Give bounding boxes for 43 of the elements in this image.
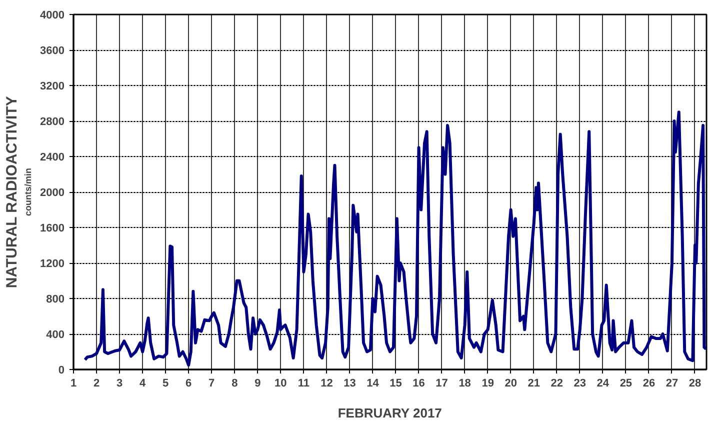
y-tick-label: 2000 xyxy=(40,187,65,199)
x-tick-label: 14 xyxy=(366,378,380,390)
x-tick-label: 23 xyxy=(574,378,586,390)
x-tick-label: 22 xyxy=(550,378,564,390)
y-axis-title: NATURAL RADIOACTIVITY xyxy=(4,96,20,288)
y-tick-label: 3600 xyxy=(40,45,65,57)
x-tick-label: 1 xyxy=(70,378,77,390)
x-tick-label: 28 xyxy=(688,378,702,390)
y-tick-label: 400 xyxy=(46,329,65,341)
x-tick-label: 13 xyxy=(344,378,356,390)
x-tick-label: 5 xyxy=(162,378,169,390)
text: counts/min xyxy=(23,168,34,216)
line-series xyxy=(84,110,706,367)
x-tick-label: 12 xyxy=(320,378,333,390)
y-tick-label: 2400 xyxy=(40,152,65,164)
x-tick-label: 16 xyxy=(412,378,425,390)
x-tick-label: 2 xyxy=(93,378,100,390)
x-tick-label: 18 xyxy=(458,378,471,390)
x-tick-label: 3 xyxy=(116,378,123,390)
x-tick-label: 17 xyxy=(436,378,448,390)
x-tick-label: 19 xyxy=(482,378,494,390)
x-tick-label: 25 xyxy=(620,378,632,390)
y-tick-label: 2800 xyxy=(40,116,65,128)
x-tick-label: 15 xyxy=(390,378,402,390)
x-tick-label: 9 xyxy=(254,378,261,390)
x-tick-label: 6 xyxy=(186,378,192,390)
x-tick-label: 27 xyxy=(666,378,678,390)
y-tick-label: 4000 xyxy=(40,10,65,22)
x-tick-label: 20 xyxy=(504,378,517,390)
y-tick-label: 3200 xyxy=(40,80,65,92)
x-tick-label: 8 xyxy=(232,378,238,390)
x-tick-label: 10 xyxy=(274,378,287,390)
x-tick-label: 7 xyxy=(208,378,215,390)
x-tick-label: 11 xyxy=(298,378,310,390)
x-axis-title: FEBRUARY 2017 xyxy=(338,406,442,420)
y-tick-label: 1200 xyxy=(40,258,65,270)
y-tick-label: 0 xyxy=(58,364,65,376)
x-tick-label: 4 xyxy=(139,378,146,390)
y-tick-label: 1600 xyxy=(40,222,65,234)
x-tick-label: 26 xyxy=(642,378,656,390)
x-tick-label: 24 xyxy=(596,378,610,390)
y-tick-label: 800 xyxy=(46,294,65,306)
x-tick-label: 21 xyxy=(528,378,540,390)
